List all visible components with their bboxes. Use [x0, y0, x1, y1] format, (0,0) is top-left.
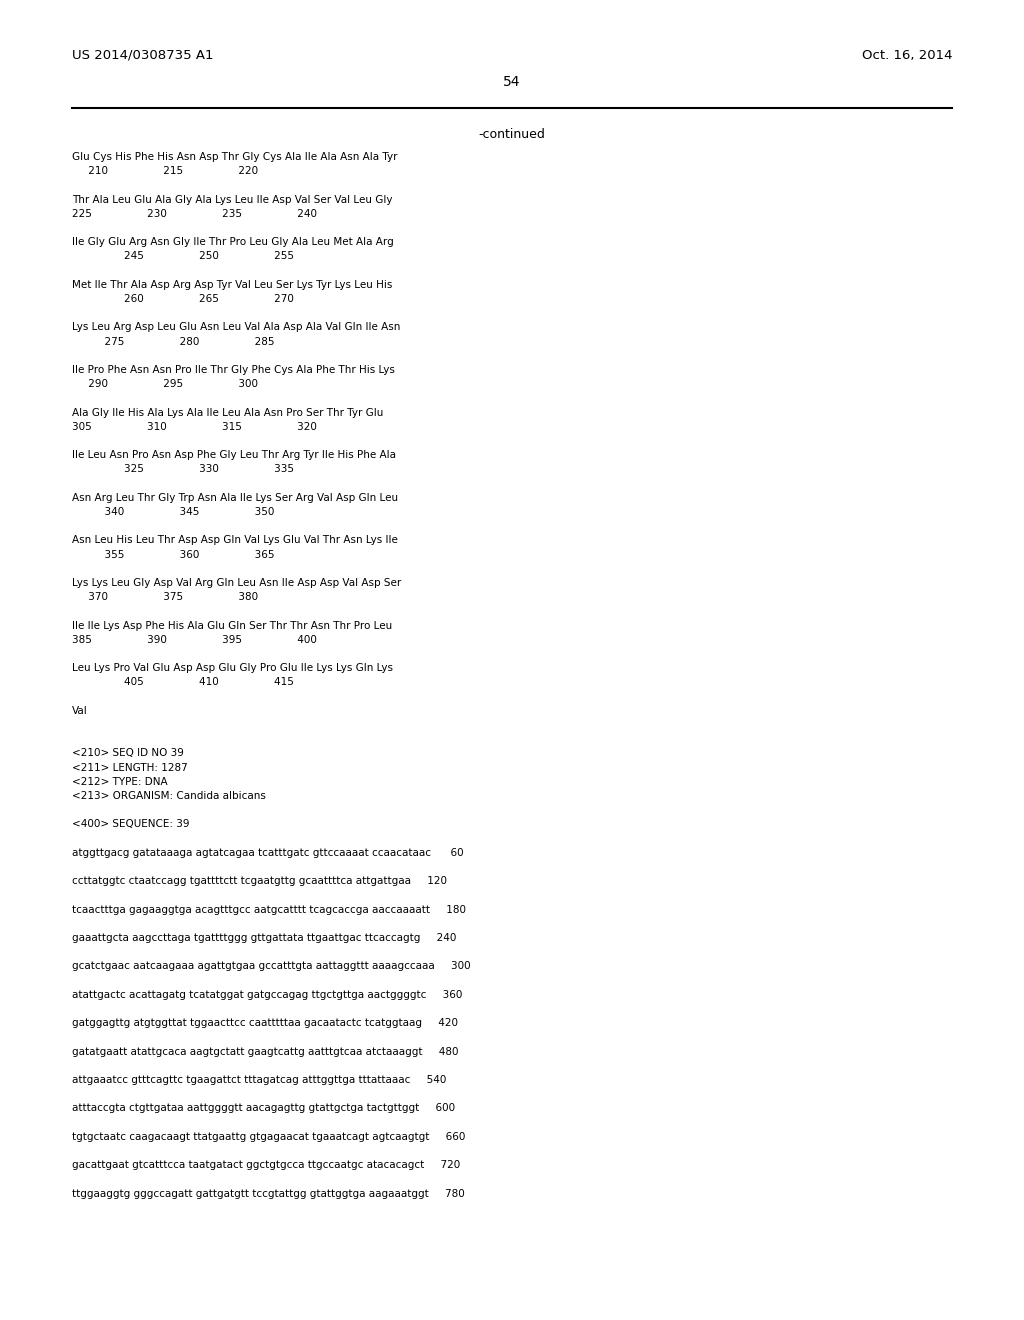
Text: Val: Val [72, 706, 88, 715]
Text: Oct. 16, 2014: Oct. 16, 2014 [861, 49, 952, 62]
Text: gatatgaatt atattgcaca aagtgctatt gaagtcattg aatttgtcaa atctaaaggt     480: gatatgaatt atattgcaca aagtgctatt gaagtca… [72, 1047, 459, 1056]
Text: Asn Arg Leu Thr Gly Trp Asn Ala Ile Lys Ser Arg Val Asp Gln Leu: Asn Arg Leu Thr Gly Trp Asn Ala Ile Lys … [72, 492, 398, 503]
Text: 405                 410                 415: 405 410 415 [72, 677, 294, 688]
Text: -continued: -continued [478, 128, 546, 141]
Text: <400> SEQUENCE: 39: <400> SEQUENCE: 39 [72, 820, 189, 829]
Text: tgtgctaatc caagacaagt ttatgaattg gtgagaacat tgaaatcagt agtcaagtgt     660: tgtgctaatc caagacaagt ttatgaattg gtgagaa… [72, 1131, 465, 1142]
Text: gatggagttg atgtggttat tggaacttcc caatttttaa gacaatactc tcatggtaag     420: gatggagttg atgtggttat tggaacttcc caatttt… [72, 1018, 458, 1028]
Text: Thr Ala Leu Glu Ala Gly Ala Lys Leu Ile Asp Val Ser Val Leu Gly: Thr Ala Leu Glu Ala Gly Ala Lys Leu Ile … [72, 194, 392, 205]
Text: ccttatggtc ctaatccagg tgattttctt tcgaatgttg gcaattttca attgattgaa     120: ccttatggtc ctaatccagg tgattttctt tcgaatg… [72, 876, 447, 886]
Text: atattgactc acattagatg tcatatggat gatgccagag ttgctgttga aactggggtc     360: atattgactc acattagatg tcatatggat gatgcca… [72, 990, 463, 999]
Text: Ile Pro Phe Asn Asn Pro Ile Thr Gly Phe Cys Ala Phe Thr His Lys: Ile Pro Phe Asn Asn Pro Ile Thr Gly Phe … [72, 366, 395, 375]
Text: 245                 250                 255: 245 250 255 [72, 251, 294, 261]
Text: gacattgaat gtcatttcca taatgatact ggctgtgcca ttgccaatgc atacacagct     720: gacattgaat gtcatttcca taatgatact ggctgtg… [72, 1160, 460, 1171]
Text: US 2014/0308735 A1: US 2014/0308735 A1 [72, 49, 213, 62]
Text: 54: 54 [503, 75, 521, 88]
Text: Ile Leu Asn Pro Asn Asp Phe Gly Leu Thr Arg Tyr Ile His Phe Ala: Ile Leu Asn Pro Asn Asp Phe Gly Leu Thr … [72, 450, 396, 461]
Text: Met Ile Thr Ala Asp Arg Asp Tyr Val Leu Ser Lys Tyr Lys Leu His: Met Ile Thr Ala Asp Arg Asp Tyr Val Leu … [72, 280, 392, 290]
Text: Ala Gly Ile His Ala Lys Ala Ile Leu Ala Asn Pro Ser Thr Tyr Glu: Ala Gly Ile His Ala Lys Ala Ile Leu Ala … [72, 408, 383, 417]
Text: 370                 375                 380: 370 375 380 [72, 593, 258, 602]
Text: ttggaaggtg gggccagatt gattgatgtt tccgtattgg gtattggtga aagaaatggt     780: ttggaaggtg gggccagatt gattgatgtt tccgtat… [72, 1188, 465, 1199]
Text: Glu Cys His Phe His Asn Asp Thr Gly Cys Ala Ile Ala Asn Ala Tyr: Glu Cys His Phe His Asn Asp Thr Gly Cys … [72, 152, 397, 162]
Text: <211> LENGTH: 1287: <211> LENGTH: 1287 [72, 763, 187, 772]
Text: gcatctgaac aatcaagaaa agattgtgaa gccatttgta aattaggttt aaaagccaaa     300: gcatctgaac aatcaagaaa agattgtgaa gccattt… [72, 961, 471, 972]
Text: gaaattgcta aagccttaga tgattttggg gttgattata ttgaattgac ttcaccagtg     240: gaaattgcta aagccttaga tgattttggg gttgatt… [72, 933, 457, 942]
Text: attgaaatcc gtttcagttc tgaagattct tttagatcag atttggttga tttattaaac     540: attgaaatcc gtttcagttc tgaagattct tttagat… [72, 1074, 446, 1085]
Text: 355                 360                 365: 355 360 365 [72, 549, 274, 560]
Text: 275                 280                 285: 275 280 285 [72, 337, 274, 347]
Text: atttaccgta ctgttgataa aattggggtt aacagagttg gtattgctga tactgttggt     600: atttaccgta ctgttgataa aattggggtt aacagag… [72, 1104, 455, 1113]
Text: <212> TYPE: DNA: <212> TYPE: DNA [72, 776, 168, 787]
Text: <210> SEQ ID NO 39: <210> SEQ ID NO 39 [72, 748, 184, 759]
Text: <213> ORGANISM: Candida albicans: <213> ORGANISM: Candida albicans [72, 791, 266, 801]
Text: atggttgacg gatataaaga agtatcagaa tcatttgatc gttccaaaat ccaacataac      60: atggttgacg gatataaaga agtatcagaa tcatttg… [72, 847, 464, 858]
Text: Leu Lys Pro Val Glu Asp Asp Glu Gly Pro Glu Ile Lys Lys Gln Lys: Leu Lys Pro Val Glu Asp Asp Glu Gly Pro … [72, 663, 393, 673]
Text: Lys Leu Arg Asp Leu Glu Asn Leu Val Ala Asp Ala Val Gln Ile Asn: Lys Leu Arg Asp Leu Glu Asn Leu Val Ala … [72, 322, 400, 333]
Text: Ile Ile Lys Asp Phe His Ala Glu Gln Ser Thr Thr Asn Thr Pro Leu: Ile Ile Lys Asp Phe His Ala Glu Gln Ser … [72, 620, 392, 631]
Text: tcaactttga gagaaggtga acagtttgcc aatgcatttt tcagcaccga aaccaaaatt     180: tcaactttga gagaaggtga acagtttgcc aatgcat… [72, 904, 466, 915]
Text: 305                 310                 315                 320: 305 310 315 320 [72, 422, 316, 432]
Text: Lys Lys Leu Gly Asp Val Arg Gln Leu Asn Ile Asp Asp Val Asp Ser: Lys Lys Leu Gly Asp Val Arg Gln Leu Asn … [72, 578, 401, 587]
Text: 225                 230                 235                 240: 225 230 235 240 [72, 209, 317, 219]
Text: 290                 295                 300: 290 295 300 [72, 379, 258, 389]
Text: 210                 215                 220: 210 215 220 [72, 166, 258, 176]
Text: Asn Leu His Leu Thr Asp Asp Gln Val Lys Glu Val Thr Asn Lys Ile: Asn Leu His Leu Thr Asp Asp Gln Val Lys … [72, 536, 398, 545]
Text: 260                 265                 270: 260 265 270 [72, 294, 294, 304]
Text: 325                 330                 335: 325 330 335 [72, 465, 294, 474]
Text: 385                 390                 395                 400: 385 390 395 400 [72, 635, 316, 644]
Text: Ile Gly Glu Arg Asn Gly Ile Thr Pro Leu Gly Ala Leu Met Ala Arg: Ile Gly Glu Arg Asn Gly Ile Thr Pro Leu … [72, 238, 394, 247]
Text: 340                 345                 350: 340 345 350 [72, 507, 274, 517]
